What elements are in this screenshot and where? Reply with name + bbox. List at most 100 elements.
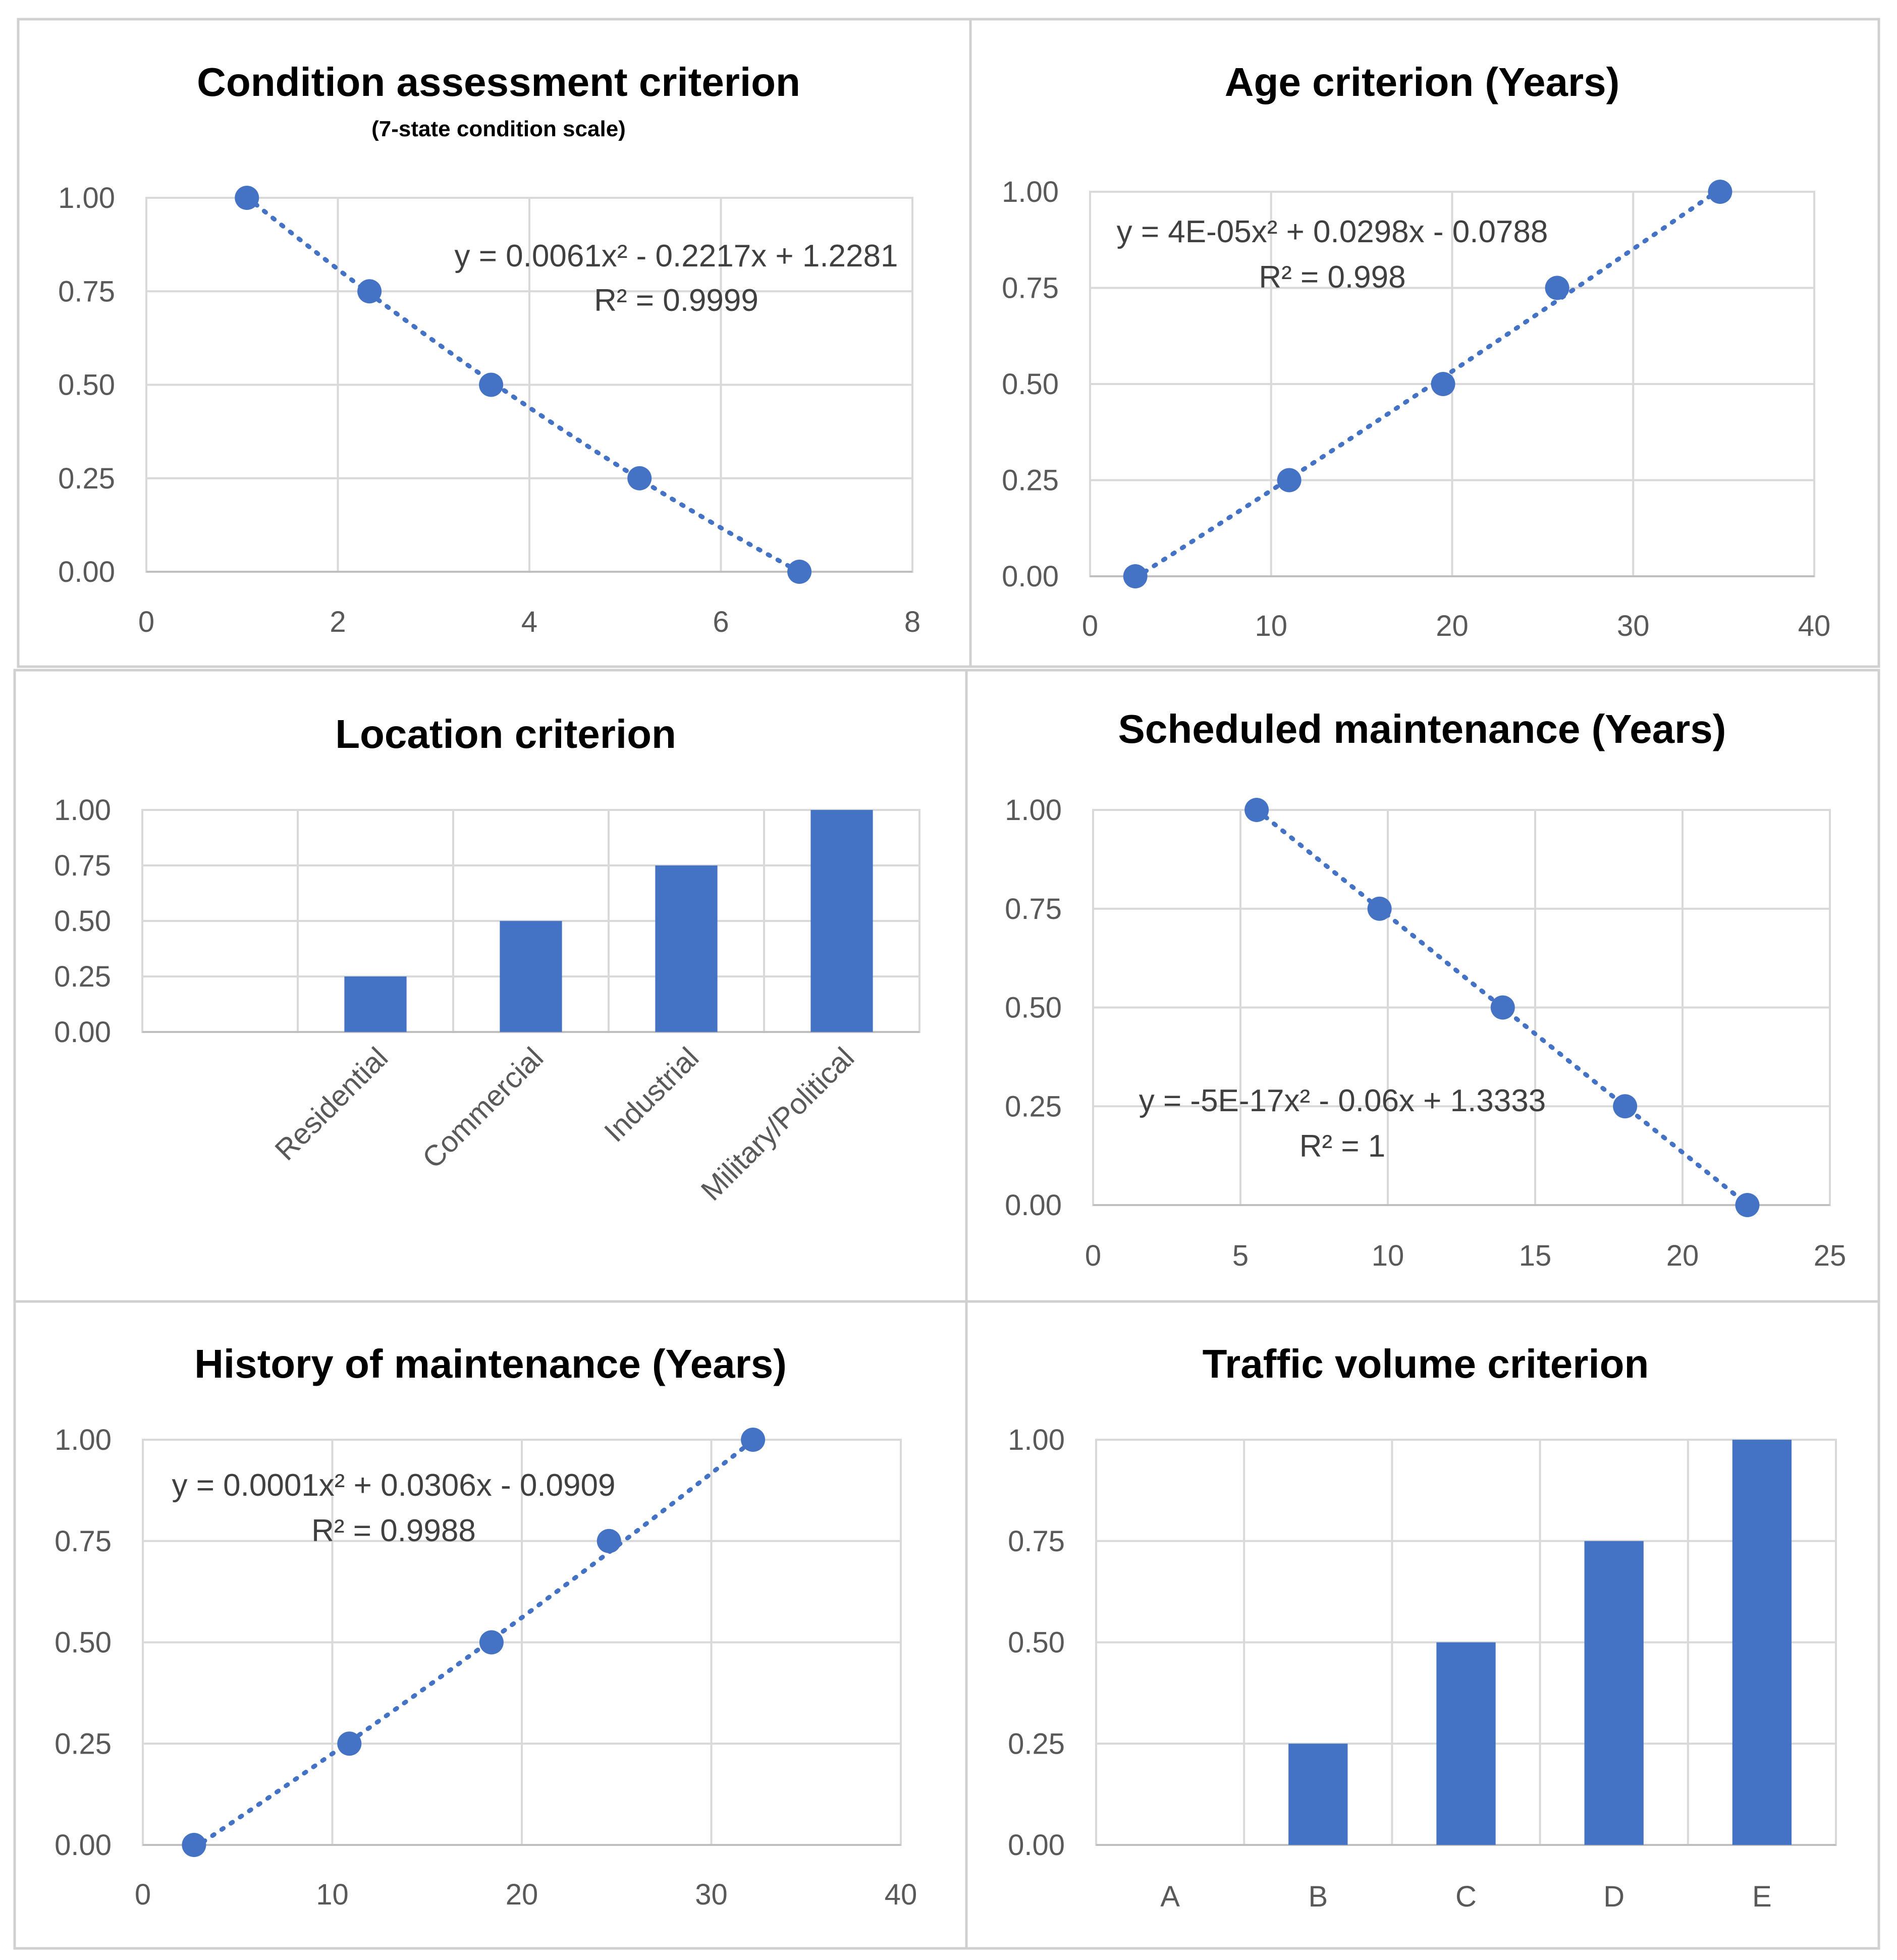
y-tick-label: 1.00 [1005, 794, 1062, 827]
panel-border [965, 669, 1880, 1303]
x-tick-label: 20 [1666, 1239, 1699, 1272]
y-tick-label: 1.00 [58, 182, 115, 214]
x-tick-label: 6 [713, 606, 729, 638]
data-point [1735, 1193, 1760, 1217]
y-tick-label: 0.00 [1002, 560, 1059, 593]
data-point [1613, 1094, 1638, 1119]
chart-title: Age criterion (Years) [1225, 60, 1620, 104]
x-tick-label: 30 [1617, 610, 1650, 642]
y-tick-label: 0.50 [58, 369, 115, 402]
x-tick-labels: 0 10 20 30 40 [135, 1878, 917, 1911]
panel-age: Age criterion (Years) 0.00 0.25 0.50 0.75 1.… [969, 18, 1880, 668]
panel-traffic-volume: Traffic volume criterion 0.00 0.25 0.50 0.7… [965, 1300, 1880, 1950]
y-tick-label: 0.50 [55, 1626, 112, 1659]
panel-location: Location criterion 0.000.250.500.751.00 … [13, 669, 968, 1303]
y-tick-labels: 0.00 0.25 0.50 0.75 1.00 [1008, 1424, 1065, 1862]
chart-title: Scheduled maintenance (Years) [1118, 706, 1726, 751]
data-point [1708, 180, 1732, 204]
y-tick-label: 0.25 [1002, 464, 1059, 497]
y-tick-labels: 0.00 0.25 0.50 0.75 1.00 [1002, 176, 1059, 593]
panel-history-maintenance: History of maintenance (Years) 0.00 0.25 0… [13, 1300, 968, 1950]
y-tick-label: 0.75 [1005, 893, 1062, 925]
bar [344, 976, 407, 1032]
y-tick-label: 0.25 [55, 1727, 112, 1760]
y-tick-label: 0.50 [54, 905, 111, 938]
data-point [1123, 564, 1148, 588]
y-tick-label: 0.75 [1002, 272, 1059, 305]
panel-border [965, 1300, 1880, 1950]
data-point [1431, 372, 1455, 396]
bars [1288, 1440, 1792, 1845]
chart-title: Condition assessment criterion [197, 60, 800, 104]
x-tick-label: 8 [904, 606, 920, 638]
data-point [597, 1529, 621, 1553]
y-tick-labels: 0.00 0.25 0.50 0.75 1.00 [1005, 794, 1062, 1222]
data-point [627, 466, 652, 491]
y-tick-label: 1.00 [1008, 1424, 1065, 1456]
data-point [182, 1833, 206, 1857]
panel-border [13, 1300, 968, 1950]
y-tick-label: 1.00 [1002, 176, 1059, 208]
x-tick-label: 20 [506, 1878, 538, 1911]
data-point [337, 1731, 362, 1756]
data-point [1277, 468, 1302, 493]
panel-scheduled-maintenance: Scheduled maintenance (Years) 0.000.250.… [965, 669, 1880, 1303]
chart-title: Traffic volume criterion [1203, 1341, 1649, 1386]
data-point [235, 186, 259, 210]
category-label: A [1160, 1880, 1180, 1913]
y-tick-label: 0.50 [1008, 1626, 1065, 1659]
chart-subtitle: (7-state condition scale) [371, 117, 626, 141]
x-tick-labels: 0 5 10 15 20 25 [1085, 1239, 1846, 1272]
y-tick-label: 0.25 [58, 462, 115, 495]
x-tick-label: 25 [1814, 1239, 1847, 1272]
y-tick-labels: 0.00 0.25 0.50 0.75 1.00 [58, 182, 115, 588]
panel-border [17, 18, 972, 668]
data-point [1244, 798, 1269, 822]
y-tick-label: 0.00 [54, 1016, 111, 1049]
data-markers [235, 186, 812, 584]
y-tick-label: 0.00 [58, 556, 115, 588]
r-squared-label: R² = 0.998 [1259, 260, 1405, 295]
x-tick-label: 10 [1255, 610, 1287, 642]
x-tick-label: 15 [1519, 1239, 1552, 1272]
trendline-equation: y = -5E-17x² - 0.06x + 1.3333 [1139, 1083, 1546, 1118]
data-point [1545, 276, 1569, 300]
bar [1732, 1440, 1792, 1845]
bar [1584, 1541, 1644, 1845]
y-tick-label: 0.25 [1005, 1090, 1062, 1123]
trendline [244, 195, 802, 574]
data-point [479, 372, 504, 397]
y-tick-label: 0.00 [1008, 1829, 1065, 1862]
y-tick-label: 1.00 [54, 794, 111, 827]
trendline-equation: y = 4E-05x² + 0.0298x - 0.0788 [1117, 214, 1548, 249]
x-tick-label: 2 [330, 606, 346, 638]
y-tick-label: 0.25 [54, 960, 111, 993]
data-point [787, 560, 812, 584]
bar [655, 865, 718, 1032]
y-tick-label: 1.00 [55, 1424, 112, 1456]
category-labels: A B C D E [1160, 1880, 1771, 1913]
data-point [741, 1428, 766, 1452]
x-tick-label: 10 [1372, 1239, 1404, 1272]
x-tick-label: 10 [316, 1878, 349, 1911]
data-point [479, 1630, 504, 1655]
bar [1288, 1744, 1348, 1845]
x-tick-label: 40 [1798, 610, 1831, 642]
x-tick-label: 30 [695, 1878, 728, 1911]
x-tick-label: 0 [1085, 1239, 1101, 1272]
y-tick-labels: 0.00 0.25 0.50 0.75 1.00 [54, 794, 111, 1049]
y-tick-label: 0.00 [55, 1829, 112, 1862]
chart-title: History of maintenance (Years) [194, 1341, 787, 1386]
x-tick-label: 20 [1436, 610, 1469, 642]
panel-condition: Condition assessment criterion (7-state … [17, 18, 972, 668]
data-markers [1244, 798, 1760, 1217]
bar [500, 921, 562, 1032]
r-squared-label: R² = 1 [1299, 1129, 1386, 1164]
trendline [191, 1438, 755, 1850]
bars [344, 810, 873, 1032]
y-tick-label: 0.50 [1002, 368, 1059, 401]
data-markers [1123, 180, 1732, 588]
x-tick-label: 40 [885, 1878, 917, 1911]
x-tick-labels: 0 10 20 30 40 [1082, 610, 1830, 642]
